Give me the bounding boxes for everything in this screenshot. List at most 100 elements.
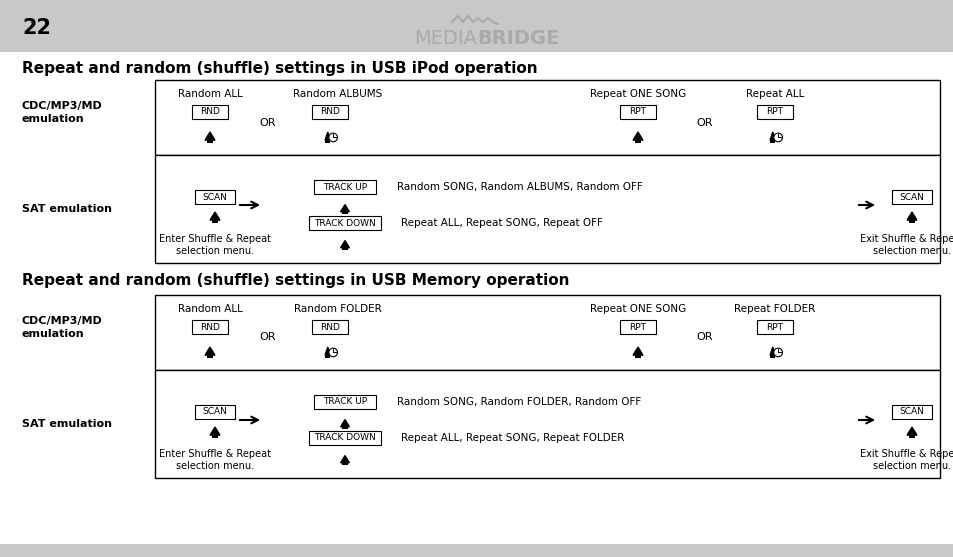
Text: RPT: RPT <box>765 323 782 331</box>
Polygon shape <box>205 347 214 355</box>
Text: Random SONG, Random FOLDER, Random OFF: Random SONG, Random FOLDER, Random OFF <box>396 397 640 407</box>
Text: Repeat ALL, Repeat SONG, Repeat FOLDER: Repeat ALL, Repeat SONG, Repeat FOLDER <box>400 433 623 443</box>
Polygon shape <box>210 212 220 220</box>
Text: OR: OR <box>696 333 713 343</box>
Bar <box>194 190 234 204</box>
Bar <box>154 80 939 155</box>
Bar <box>341 427 348 429</box>
Bar <box>207 140 213 143</box>
Text: RND: RND <box>200 108 220 116</box>
Bar <box>891 405 931 419</box>
Text: RPT: RPT <box>765 108 782 116</box>
Text: BRIDGE: BRIDGE <box>476 28 558 47</box>
Text: SCAN: SCAN <box>202 193 227 202</box>
Polygon shape <box>906 427 916 435</box>
Bar <box>907 435 915 438</box>
Bar <box>309 216 380 230</box>
Bar <box>314 395 375 409</box>
Text: SAT emulation: SAT emulation <box>22 419 112 429</box>
Bar <box>757 320 792 334</box>
Bar <box>207 355 213 358</box>
Polygon shape <box>340 456 349 463</box>
Bar <box>634 355 640 358</box>
Text: RND: RND <box>200 323 220 331</box>
Polygon shape <box>340 241 349 248</box>
Bar <box>769 355 774 358</box>
Text: Repeat ALL: Repeat ALL <box>745 89 803 99</box>
Bar <box>312 320 348 334</box>
Text: SCAN: SCAN <box>202 408 227 417</box>
Bar <box>341 463 348 465</box>
Bar <box>312 105 348 119</box>
Text: Random ALL: Random ALL <box>177 304 242 314</box>
Text: Exit Shuffle & Repeat
selection menu.: Exit Shuffle & Repeat selection menu. <box>859 234 953 256</box>
Text: Random ALBUMS: Random ALBUMS <box>294 89 382 99</box>
Text: TRACK UP: TRACK UP <box>323 183 367 192</box>
Bar <box>0 0 953 52</box>
Bar <box>341 248 348 250</box>
Text: SCAN: SCAN <box>899 408 923 417</box>
Text: RND: RND <box>319 108 339 116</box>
Bar <box>341 212 348 214</box>
Bar <box>154 295 939 370</box>
Bar <box>619 320 656 334</box>
Circle shape <box>773 133 781 142</box>
Polygon shape <box>769 347 775 355</box>
Polygon shape <box>340 204 349 212</box>
Bar <box>757 105 792 119</box>
Bar <box>194 405 234 419</box>
Polygon shape <box>769 132 775 140</box>
Circle shape <box>773 348 781 357</box>
Text: MEDIA: MEDIA <box>414 28 476 47</box>
Text: CDC/MP3/MD
emulation: CDC/MP3/MD emulation <box>22 316 103 339</box>
Text: OR: OR <box>259 118 276 128</box>
Polygon shape <box>906 212 916 220</box>
Text: Exit Shuffle & Repeat
selection menu.: Exit Shuffle & Repeat selection menu. <box>859 449 953 471</box>
Text: OR: OR <box>696 118 713 128</box>
Text: Repeat FOLDER: Repeat FOLDER <box>734 304 815 314</box>
Bar <box>891 190 931 204</box>
Text: TRACK UP: TRACK UP <box>323 398 367 407</box>
Text: SCAN: SCAN <box>899 193 923 202</box>
Bar <box>192 105 228 119</box>
Bar <box>619 105 656 119</box>
Text: TRACK DOWN: TRACK DOWN <box>314 218 375 227</box>
Text: RND: RND <box>319 323 339 331</box>
Text: Enter Shuffle & Repeat
selection menu.: Enter Shuffle & Repeat selection menu. <box>159 234 271 256</box>
Bar <box>634 140 640 143</box>
Text: Repeat and random (shuffle) settings in USB iPod operation: Repeat and random (shuffle) settings in … <box>22 61 537 76</box>
Text: Random ALL: Random ALL <box>177 89 242 99</box>
Text: RPT: RPT <box>629 323 646 331</box>
Polygon shape <box>325 347 330 355</box>
Polygon shape <box>205 132 214 140</box>
Bar <box>325 355 329 358</box>
Text: Repeat ALL, Repeat SONG, Repeat OFF: Repeat ALL, Repeat SONG, Repeat OFF <box>400 218 602 228</box>
Text: TRACK DOWN: TRACK DOWN <box>314 433 375 442</box>
Polygon shape <box>210 427 220 435</box>
Bar <box>212 220 218 223</box>
Text: Random FOLDER: Random FOLDER <box>294 304 381 314</box>
Bar <box>0 544 953 557</box>
Text: SAT emulation: SAT emulation <box>22 204 112 214</box>
Text: Random SONG, Random ALBUMS, Random OFF: Random SONG, Random ALBUMS, Random OFF <box>396 182 642 192</box>
Circle shape <box>329 348 337 357</box>
Text: Repeat and random (shuffle) settings in USB Memory operation: Repeat and random (shuffle) settings in … <box>22 273 569 289</box>
Text: Repeat ONE SONG: Repeat ONE SONG <box>589 89 685 99</box>
Bar <box>314 180 375 194</box>
Polygon shape <box>633 132 642 140</box>
Text: OR: OR <box>259 333 276 343</box>
Text: RPT: RPT <box>629 108 646 116</box>
Bar <box>154 155 939 263</box>
Bar <box>907 220 915 223</box>
Text: Enter Shuffle & Repeat
selection menu.: Enter Shuffle & Repeat selection menu. <box>159 449 271 471</box>
Bar <box>309 431 380 445</box>
Bar <box>212 435 218 438</box>
Bar <box>154 370 939 478</box>
Bar <box>192 320 228 334</box>
Bar <box>769 140 774 143</box>
Text: CDC/MP3/MD
emulation: CDC/MP3/MD emulation <box>22 101 103 124</box>
Polygon shape <box>340 419 349 427</box>
Polygon shape <box>325 132 330 140</box>
Circle shape <box>329 133 337 142</box>
Polygon shape <box>633 347 642 355</box>
